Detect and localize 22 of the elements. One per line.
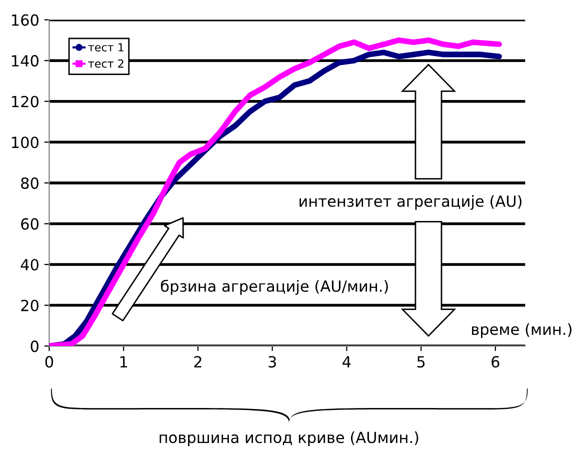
x-axis-title: време (мин.): [472, 323, 572, 338]
annotation: интензитет агрегације (AU): [300, 195, 522, 210]
y-tick-label: 140: [12, 55, 38, 67]
x-tick-label: 0: [45, 356, 54, 368]
y-tick-label: 0: [30, 340, 38, 352]
x-tick-label: 4: [342, 356, 351, 368]
x-tick-label: 6: [492, 356, 500, 368]
text: површина испод криве (AUмин.): [160, 431, 418, 446]
y-tick-label: 40: [20, 258, 38, 271]
annotation: брзина агрегације (AU/мин.): [160, 280, 388, 295]
x-tick-label: 1: [120, 356, 128, 368]
y-tick-label: 120: [12, 96, 38, 108]
x-tick-label: 3: [268, 356, 276, 368]
y-tick-label: 160: [12, 14, 38, 26]
legend-label: тест 2: [88, 59, 124, 68]
legend-label: тест 1: [88, 43, 124, 52]
y-tick-label: 100: [12, 136, 38, 148]
y-tick-label: 60: [21, 218, 38, 230]
x-tick-label: 2: [194, 356, 202, 368]
x-tick-label: 5: [417, 356, 425, 368]
y-tick-label: 80: [21, 177, 38, 189]
y-tick-label: 20: [21, 300, 38, 312]
